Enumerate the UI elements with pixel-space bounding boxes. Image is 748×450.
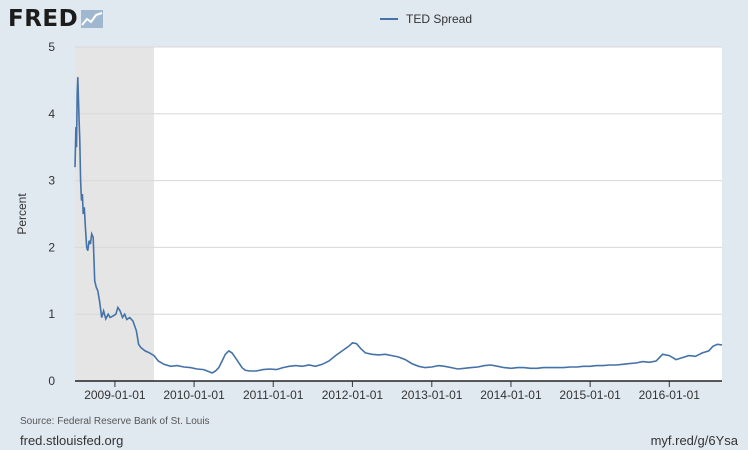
legend-label: TED Spread [406,12,473,26]
legend-swatch [380,18,398,20]
trend-graph-icon [81,10,104,28]
source-note: Source: Federal Reserve Bank of St. Loui… [20,416,210,427]
x-tick-label: 2013-01-01 [401,388,463,402]
short-link[interactable]: myf.red/g/6Ysa [650,433,738,448]
plot-area [75,47,722,381]
y-tick-label: 0 [48,374,55,388]
recession-shade-0 [75,47,154,381]
x-tick-label: 2009-01-01 [84,388,146,402]
y-axis-label: Percent [15,193,29,235]
x-tick-label: 2016-01-01 [639,388,701,402]
x-tick-label: 2010-01-01 [163,388,225,402]
y-tick-label: 2 [48,240,55,254]
logo-text: FRED [8,6,79,32]
x-tick-label: 2014-01-01 [480,388,542,402]
fred-logo: FRED [8,6,104,32]
y-tick-label: 4 [48,107,55,121]
x-tick-label: 2015-01-01 [559,388,621,402]
x-tick-label: 2012-01-01 [322,388,384,402]
y-tick-label: 3 [48,174,55,188]
y-tick-label: 1 [48,307,55,321]
y-tick-label: 5 [48,40,55,54]
site-link[interactable]: fred.stlouisfed.org [20,433,124,448]
series-line-ted-spread [74,77,723,374]
chart-legend: TED Spread [380,12,472,26]
x-tick-label: 2011-01-01 [243,388,304,402]
